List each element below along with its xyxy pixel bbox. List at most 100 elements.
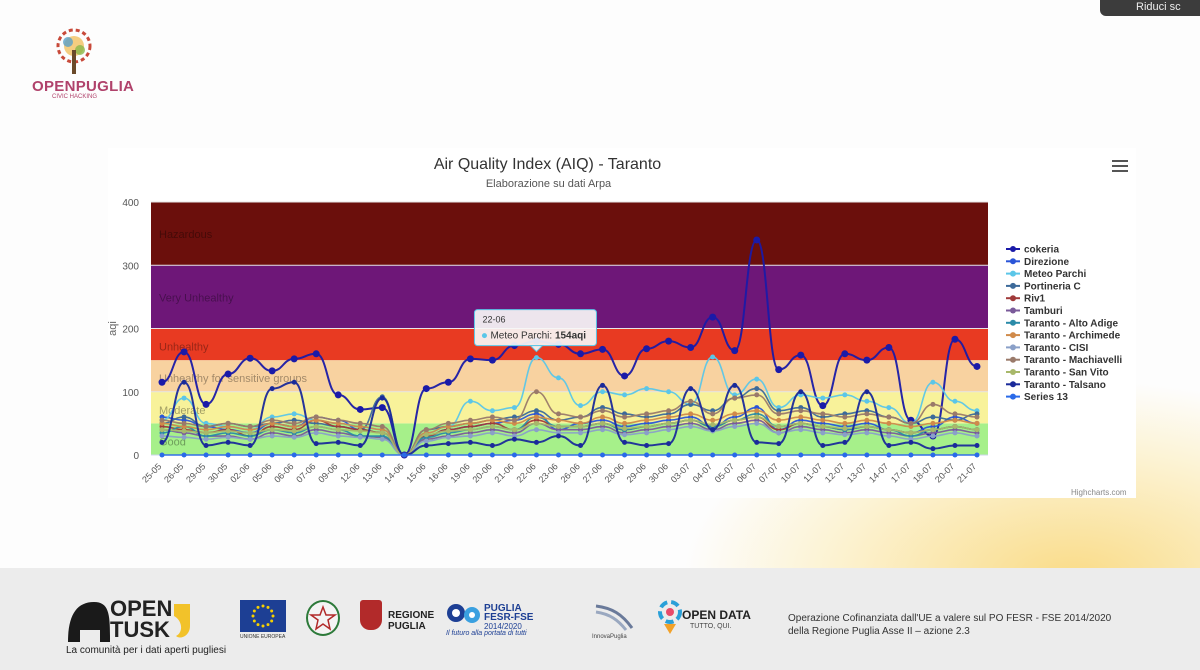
- x-tick-label-28: 07-07: [757, 461, 780, 484]
- point-10-32: [864, 424, 870, 430]
- legend-item-11: Taranto - Talsano: [1024, 380, 1106, 391]
- point-12-3: [225, 452, 231, 458]
- point-2-22: [644, 386, 650, 392]
- point-0-30: [819, 402, 827, 410]
- point-11-25: [710, 427, 716, 433]
- point-12-31: [842, 452, 848, 458]
- y-axis-label: aqi: [107, 321, 119, 336]
- innovapuglia-logo-icon: [595, 604, 634, 631]
- eu-star: [271, 614, 275, 618]
- legend-marker-8: [1010, 344, 1016, 351]
- point-8-8: [335, 433, 341, 439]
- point-8-33: [886, 433, 892, 439]
- po-fesr-logo-icon: [447, 604, 480, 623]
- point-12-30: [820, 452, 826, 458]
- point-10-23: [666, 420, 672, 426]
- point-11-32: [864, 389, 870, 395]
- x-tick-label-20: 27-06: [581, 461, 604, 484]
- point-8-19: [578, 430, 584, 436]
- x-tick-label-0: 25-05: [140, 461, 163, 484]
- point-10-3: [225, 428, 231, 434]
- point-10-1: [181, 428, 187, 434]
- point-8-27: [754, 420, 760, 426]
- point-10-0: [159, 427, 165, 433]
- point-8-31: [842, 432, 848, 438]
- point-12-19: [578, 452, 584, 458]
- point-10-4: [247, 430, 253, 436]
- x-tick-label-26: 05-07: [713, 461, 736, 484]
- y-tick-label-0: 0: [133, 451, 139, 462]
- legend-item-10: Taranto - San Vito: [1024, 368, 1109, 379]
- point-10-31: [842, 425, 848, 431]
- point-8-35: [930, 433, 936, 439]
- point-8-21: [622, 432, 628, 438]
- point-0-31: [841, 350, 849, 358]
- point-0-7: [312, 350, 320, 358]
- eu-star: [261, 624, 265, 628]
- eu-star: [266, 623, 270, 627]
- slide: Riduci sc OPENPUGLIA CIVIC HACKING Good M…: [32, 0, 1200, 568]
- point-2-20: [600, 389, 606, 395]
- point-9-17: [533, 389, 539, 395]
- point-2-18: [555, 375, 561, 381]
- legend-item-12: Series 13: [1024, 392, 1068, 403]
- minimize-button[interactable]: Riduci sc: [1100, 0, 1200, 16]
- point-12-34: [908, 452, 914, 458]
- point-7-21: [622, 420, 628, 426]
- point-8-22: [644, 430, 650, 436]
- x-tick-label-13: 16-06: [426, 461, 449, 484]
- point-12-20: [600, 452, 606, 458]
- point-2-16: [511, 405, 517, 411]
- point-10-17: [533, 420, 539, 426]
- opentusk-elephant-icon: [68, 602, 190, 642]
- point-11-14: [467, 439, 473, 445]
- hamburger-menu-icon[interactable]: [1112, 160, 1128, 174]
- point-8-9: [357, 434, 363, 440]
- x-tick-label-9: 12-06: [338, 461, 361, 484]
- point-12-11: [401, 452, 407, 458]
- point-10-8: [335, 427, 341, 433]
- x-tick-label-10: 13-06: [360, 461, 383, 484]
- band-2: [151, 360, 988, 392]
- point-11-13: [445, 441, 451, 447]
- point-11-34: [908, 439, 914, 445]
- point-9-12: [423, 427, 429, 433]
- cofinancing-line1: Operazione Cofinanziata dall'UE a valere…: [788, 613, 1112, 624]
- x-tick-label-17: 22-06: [515, 461, 538, 484]
- point-11-31: [842, 439, 848, 445]
- legend-item-0: cokeria: [1024, 245, 1059, 256]
- point-10-35: [930, 427, 936, 433]
- eu-star: [256, 623, 260, 627]
- legend-marker-4: [1010, 295, 1016, 302]
- point-10-36: [952, 424, 958, 430]
- point-0-19: [577, 350, 585, 358]
- point-10-29: [798, 420, 804, 426]
- point-0-1: [180, 348, 188, 356]
- chart-credits[interactable]: Highcharts.com: [1071, 488, 1127, 497]
- point-12-15: [489, 452, 495, 458]
- x-tick-label-3: 30-05: [206, 461, 229, 484]
- point-12-7: [313, 452, 319, 458]
- point-9-4: [247, 424, 253, 430]
- legend-item-7: Taranto - Archimede: [1024, 331, 1121, 342]
- band-0: [151, 423, 988, 455]
- point-0-5: [268, 367, 276, 375]
- point-11-22: [644, 443, 650, 449]
- point-12-13: [445, 452, 451, 458]
- x-tick-label-33: 14-07: [867, 461, 890, 484]
- legend-marker-0: [1010, 246, 1016, 252]
- legend-item-8: Taranto - CISI: [1024, 343, 1088, 354]
- point-11-16: [511, 436, 517, 442]
- point-7-20: [600, 414, 606, 420]
- point-2-1: [181, 395, 187, 401]
- band-label-5: Hazardous: [159, 229, 213, 241]
- cofinancing-note: Operazione Cofinanziata dall'UE a valere…: [788, 612, 1111, 638]
- point-8-2: [203, 436, 209, 442]
- x-tick-label-25: 04-07: [691, 461, 714, 484]
- legend-marker-7: [1010, 332, 1016, 339]
- point-3-17: [533, 408, 539, 414]
- legend-marker-3: [1010, 282, 1016, 289]
- legend-item-4: Riv1: [1024, 294, 1046, 305]
- point-10-24: [688, 417, 694, 423]
